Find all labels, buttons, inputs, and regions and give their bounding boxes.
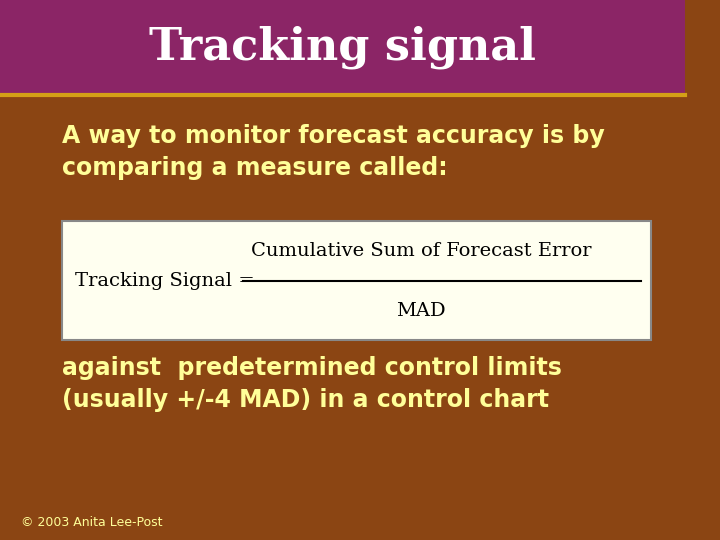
Text: MAD: MAD xyxy=(397,301,446,320)
Text: against  predetermined control limits
(usually +/-4 MAD) in a control chart: against predetermined control limits (us… xyxy=(62,356,562,412)
Bar xyxy=(0,0,685,94)
Text: Tracking Signal =: Tracking Signal = xyxy=(76,272,261,290)
Text: Cumulative Sum of Forecast Error: Cumulative Sum of Forecast Error xyxy=(251,242,592,260)
Text: © 2003 Anita Lee-Post: © 2003 Anita Lee-Post xyxy=(21,516,162,529)
Text: Tracking signal: Tracking signal xyxy=(149,25,536,69)
Bar xyxy=(62,221,651,340)
Text: A way to monitor forecast accuracy is by
comparing a measure called:: A way to monitor forecast accuracy is by… xyxy=(62,124,604,180)
